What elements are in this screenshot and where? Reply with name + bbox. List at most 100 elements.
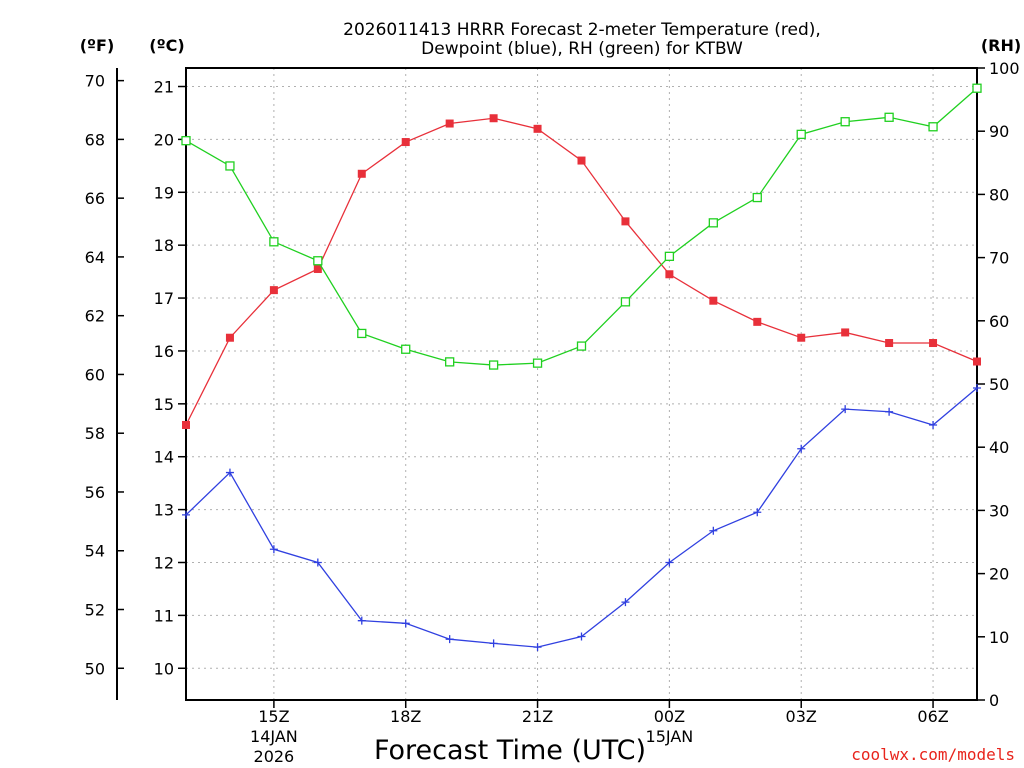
axes: 50 52 54 56 58 60 62 64 66 68 70 10 11 12 13 14 15 16 17 18… xyxy=(85,59,1020,766)
temperature-point xyxy=(269,286,278,295)
fahrenheit-tick-label: 60 xyxy=(85,365,105,384)
rh-point xyxy=(181,136,191,146)
rh-point xyxy=(928,122,938,132)
rh-point xyxy=(576,341,587,351)
temperature-point xyxy=(533,124,542,133)
rh-tick-label: 80 xyxy=(989,185,1009,204)
dewpoint-point xyxy=(973,383,981,392)
chart-title-line-2: Dewpoint (blue), RH (green) for KTBW xyxy=(421,39,743,59)
temperature-point xyxy=(225,333,234,342)
temperature-point xyxy=(621,217,630,226)
fahrenheit-tick-label: 70 xyxy=(85,72,105,91)
temperature-point xyxy=(973,357,981,366)
rh-point xyxy=(225,161,235,171)
fahrenheit-tick-label: 52 xyxy=(85,601,105,620)
rh-tick-label: 30 xyxy=(989,501,1009,520)
fahrenheit-tick-label: 66 xyxy=(85,189,105,208)
celsius-tick-label: 11 xyxy=(154,606,174,625)
dewpoint-point xyxy=(489,639,498,648)
celsius-tick-label: 16 xyxy=(154,342,174,361)
temperature-point xyxy=(313,264,322,273)
rh-point xyxy=(664,251,675,261)
chart-title-line-1: 2026011413 HRRR Forecast 2-meter Tempera… xyxy=(343,20,821,40)
x-tick-label: 15Z xyxy=(258,707,289,726)
rh-tick-label: 0 xyxy=(989,691,999,710)
dewpoint-point xyxy=(577,632,586,641)
celsius-tick-label: 10 xyxy=(154,659,174,678)
rh-tick-label: 50 xyxy=(989,375,1009,394)
celsius-unit-label: (ºC) xyxy=(149,36,184,55)
fahrenheit-tick-label: 64 xyxy=(85,248,105,267)
temperature-point xyxy=(401,138,410,147)
rh-line xyxy=(185,87,978,366)
dewpoint-point xyxy=(841,405,850,414)
dewpoint-point xyxy=(797,444,806,453)
temperature-point xyxy=(357,169,366,178)
temperature-point xyxy=(841,328,850,337)
rh-point xyxy=(840,117,850,127)
dewpoint-point xyxy=(621,598,630,607)
rh-tick-label: 60 xyxy=(989,312,1009,331)
temperature-point xyxy=(753,317,762,326)
x-tick-label: 00Z xyxy=(654,707,685,726)
dewpoint-point xyxy=(709,526,718,535)
rh-point xyxy=(796,129,806,140)
dewpoint-point xyxy=(357,616,366,625)
temperature-point xyxy=(665,270,674,279)
dewpoint-point xyxy=(269,545,278,554)
x-axis-title: Forecast Time (UTC) xyxy=(374,735,646,766)
fahrenheit-tick-label: 68 xyxy=(85,130,105,149)
celsius-tick-label: 21 xyxy=(154,78,174,97)
rh-point xyxy=(708,218,718,228)
celsius-tick-label: 14 xyxy=(154,448,174,467)
x-tick-label: 06Z xyxy=(917,707,948,726)
dewpoint-point xyxy=(753,508,762,517)
temperature-point xyxy=(489,114,498,123)
fahrenheit-unit-label: (ºF) xyxy=(80,36,115,55)
temperature-point xyxy=(182,420,190,429)
rh-point xyxy=(620,297,631,307)
celsius-tick-label: 17 xyxy=(154,289,174,308)
rh-tick-label: 20 xyxy=(989,565,1009,584)
x-tick-label: 21Z xyxy=(522,707,553,726)
celsius-tick-label: 19 xyxy=(154,183,174,202)
fahrenheit-tick-label: 50 xyxy=(85,659,105,678)
celsius-tick-label: 12 xyxy=(154,553,174,572)
temperature-point xyxy=(929,339,938,348)
dewpoint-line xyxy=(185,387,978,648)
fahrenheit-tick-label: 58 xyxy=(85,424,105,443)
dewpoint-point xyxy=(665,558,674,567)
dewpoint-point xyxy=(445,635,454,644)
fahrenheit-tick-label: 56 xyxy=(85,483,105,502)
rh-tick-label: 10 xyxy=(989,628,1009,647)
credit-text: coolwx.com/models xyxy=(851,745,1015,764)
rh-tick-label: 70 xyxy=(989,249,1009,268)
rh-unit-label: (RH) xyxy=(981,36,1021,55)
fahrenheit-tick-label: 62 xyxy=(85,307,105,326)
celsius-tick-label: 15 xyxy=(154,395,174,414)
fahrenheit-tick-label: 54 xyxy=(85,542,105,561)
rh-point xyxy=(401,344,411,354)
temperature-point xyxy=(885,339,894,348)
temperature-point xyxy=(577,156,586,165)
series-lines xyxy=(181,83,982,652)
rh-point xyxy=(752,192,762,203)
x-tick-date-label: 14JAN xyxy=(250,727,298,746)
dewpoint-point xyxy=(182,510,190,519)
temperature-point xyxy=(445,119,454,128)
rh-point xyxy=(488,360,499,370)
rh-point xyxy=(445,357,455,367)
temperature-point xyxy=(797,333,806,342)
x-tick-year-label: 2026 xyxy=(254,747,295,766)
celsius-tick-label: 20 xyxy=(154,130,174,149)
dewpoint-point xyxy=(885,407,894,416)
rh-tick-label: 40 xyxy=(989,438,1009,457)
rh-point xyxy=(972,83,982,93)
dewpoint-point xyxy=(313,558,322,567)
x-tick-date-label: 15JAN xyxy=(646,727,694,746)
rh-point xyxy=(884,112,894,122)
rh-point xyxy=(313,256,323,266)
rh-tick-label: 100 xyxy=(989,59,1020,78)
celsius-tick-label: 13 xyxy=(154,501,174,520)
